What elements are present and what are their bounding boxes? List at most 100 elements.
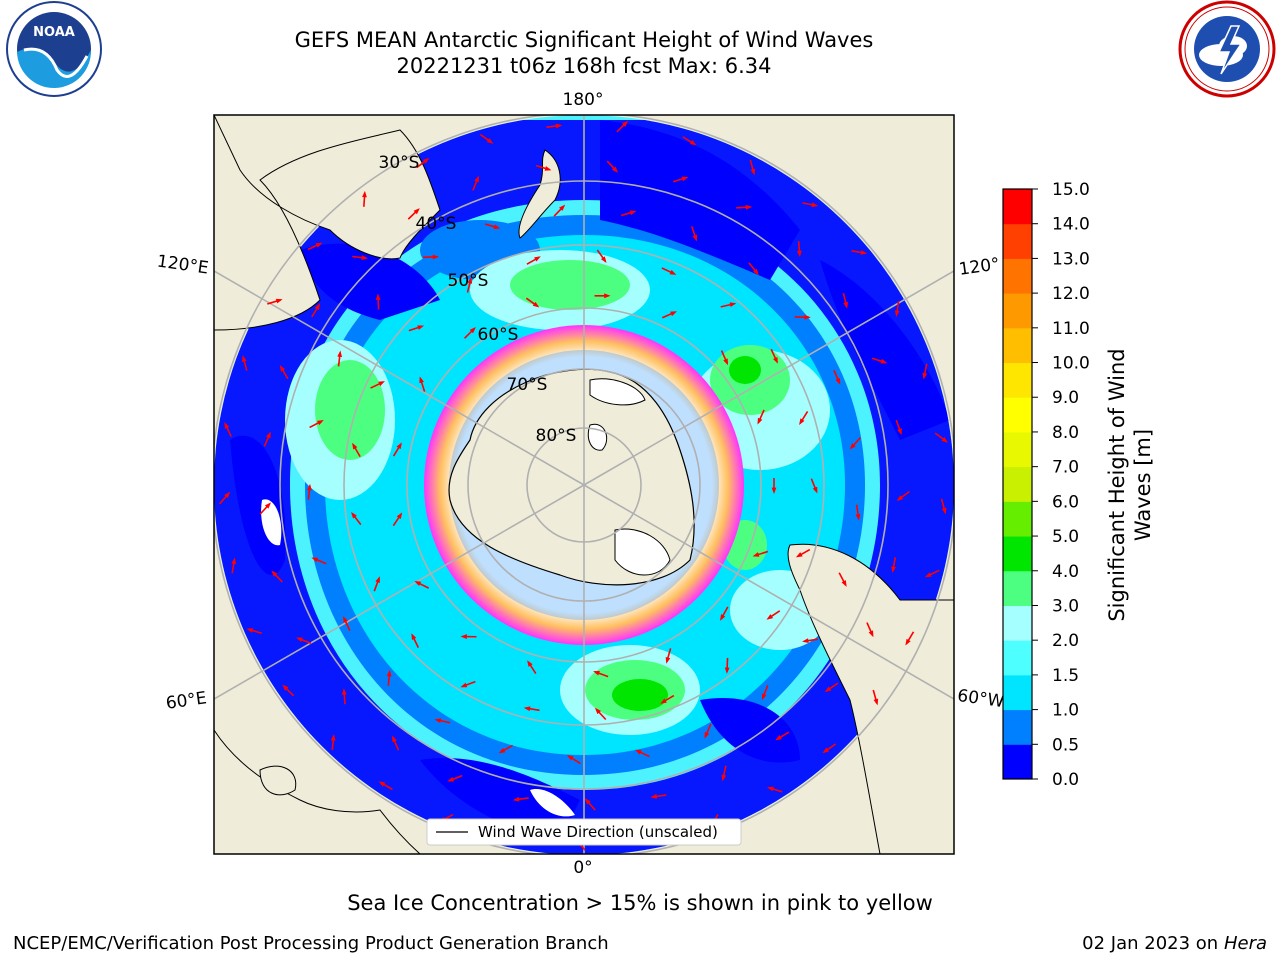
lat-label-40: 40°S bbox=[416, 214, 457, 234]
wave-vector-head bbox=[411, 633, 417, 641]
colorbar-segment bbox=[1003, 223, 1032, 259]
wave-vector-head bbox=[311, 557, 319, 563]
colorbar-tick-label: 10.0 bbox=[1052, 354, 1090, 374]
wave-vector-head bbox=[665, 656, 671, 664]
chart-title-line2: 20221231 t06z 168h fcst Max: 6.34 bbox=[396, 54, 772, 78]
wave-vector-head bbox=[795, 552, 803, 558]
wave-vector-head bbox=[527, 660, 533, 667]
wave-vector-head bbox=[600, 256, 607, 264]
colorbar-frame bbox=[1002, 188, 1033, 780]
wave-vector-head bbox=[315, 242, 323, 248]
wave-vector-head bbox=[343, 616, 348, 623]
colorbar-tick-label: 5.0 bbox=[1052, 527, 1079, 547]
wave-vector-head bbox=[860, 250, 868, 255]
wave-vector-head bbox=[922, 372, 928, 380]
wave-vector-head bbox=[692, 234, 698, 242]
wind-wave-vectors bbox=[219, 120, 949, 851]
wave-vector-head bbox=[296, 637, 303, 643]
wave-vector-head bbox=[897, 428, 902, 436]
colorbar-segment bbox=[1003, 605, 1032, 641]
colorbar-tick-label: 12.0 bbox=[1052, 284, 1090, 304]
wave-vector-head bbox=[796, 250, 802, 258]
lat-label-80: 80°S bbox=[536, 426, 577, 446]
colorbar-segment bbox=[1003, 362, 1032, 398]
wave-vector-head bbox=[469, 327, 476, 334]
map-figure: 180° 0° 120°E 120° 60°E 60°W 30°S 40°S 5… bbox=[156, 90, 1155, 878]
wave-vector-head bbox=[392, 735, 397, 743]
wave-vector-head bbox=[880, 358, 888, 364]
wave-vector-head bbox=[894, 310, 900, 318]
colorbar-segment bbox=[1003, 744, 1032, 780]
colorbar-tick-label: 1.5 bbox=[1052, 666, 1079, 686]
chart-title-line1: GEFS MEAN Antarctic Significant Height o… bbox=[294, 28, 874, 52]
wave-vector-head bbox=[941, 507, 947, 515]
wave-vector-head bbox=[555, 123, 563, 129]
wave-vector-head bbox=[337, 350, 343, 358]
wave-vector-head bbox=[635, 749, 642, 755]
wave-vector-head bbox=[611, 166, 619, 173]
wave-vector-head bbox=[855, 513, 861, 521]
lat-label-60: 60°S bbox=[478, 325, 519, 345]
wave-vector-head bbox=[474, 175, 479, 183]
colorbar-tick-label: 4.0 bbox=[1052, 562, 1079, 582]
wave-vector-head bbox=[271, 570, 278, 577]
wave-vector-head bbox=[378, 781, 386, 787]
wave-vector-head bbox=[621, 120, 629, 127]
wave-vector-head bbox=[413, 208, 420, 215]
wave-vector-head bbox=[721, 774, 727, 782]
lon-label-bottom: 0° bbox=[573, 858, 592, 878]
wave-vector-head bbox=[351, 511, 357, 519]
wave-vector-head bbox=[467, 276, 473, 284]
wave-vector-head bbox=[584, 798, 591, 805]
wave-vector-head bbox=[593, 671, 600, 676]
footer-date: 02 Jan 2023 on Hera bbox=[1082, 933, 1267, 954]
wave-vector-head bbox=[905, 638, 911, 646]
colorbar-segment bbox=[1003, 189, 1032, 225]
colorbar-segment bbox=[1003, 640, 1032, 676]
wave-vector-head bbox=[891, 566, 896, 574]
wave-vector-head bbox=[361, 255, 369, 260]
wave-vector-head bbox=[604, 293, 611, 299]
map-frame bbox=[213, 114, 955, 855]
wave-vector-head bbox=[352, 442, 358, 450]
colorbar-tick-label: 0.5 bbox=[1052, 735, 1079, 755]
sea-ice-caption: Sea Ice Concentration > 15% is shown in … bbox=[347, 891, 933, 915]
wave-vector-head bbox=[849, 443, 856, 450]
colorbar-label-line2: Waves [m] bbox=[1131, 429, 1155, 541]
wave-vector-head bbox=[432, 254, 440, 260]
wave-vector-head bbox=[681, 176, 689, 182]
wave-vector-head bbox=[841, 580, 847, 587]
wave-vector-head bbox=[242, 355, 247, 362]
wave-vector-head bbox=[378, 381, 385, 387]
colorbar: 0.0 0.5 1.0 1.5 2.0 3.0 4.0 5.0 6.0 7.0 8.0 9.0 10.0… bbox=[1002, 180, 1090, 790]
legend-label: Wind Wave Direction (unscaled) bbox=[478, 823, 718, 841]
wave-vector-head bbox=[896, 495, 904, 502]
wave-vector-head bbox=[752, 268, 759, 276]
wave-vector-head bbox=[534, 256, 541, 262]
wave-vector-head bbox=[512, 796, 520, 802]
colorbar-tick-label: 7.0 bbox=[1052, 458, 1079, 478]
footer-credit: NCEP/EMC/Verification Post Processing Pr… bbox=[13, 933, 609, 954]
colorbar-segment bbox=[1003, 258, 1032, 294]
colorbar-tick-label: 6.0 bbox=[1052, 492, 1079, 512]
wave-vector-head bbox=[317, 420, 324, 426]
colorbar-segment bbox=[1003, 293, 1032, 329]
footer-date-text: 02 Jan 2023 on bbox=[1082, 933, 1219, 954]
colorbar-tick-label: 11.0 bbox=[1052, 319, 1090, 339]
noaa-logo-text: NOAA bbox=[33, 25, 75, 40]
wave-vector-head bbox=[362, 190, 367, 198]
wave-vector-head bbox=[802, 638, 809, 644]
lon-label-lower-left: 60°E bbox=[165, 688, 208, 713]
wave-vector-head bbox=[422, 157, 430, 164]
wave-vector-head bbox=[460, 634, 467, 639]
wave-vector-head bbox=[330, 734, 336, 741]
wave-vector-head bbox=[868, 630, 874, 638]
wave-vector-head bbox=[724, 667, 730, 674]
colorbar-tick-label: 9.0 bbox=[1052, 388, 1079, 408]
colorbar-segment bbox=[1003, 570, 1032, 606]
lat-label-50: 50°S bbox=[448, 271, 489, 291]
wave-vector-head bbox=[314, 303, 321, 310]
wave-vector-head bbox=[835, 378, 841, 385]
graticule bbox=[214, 115, 954, 854]
wave-vector-head bbox=[246, 628, 254, 633]
